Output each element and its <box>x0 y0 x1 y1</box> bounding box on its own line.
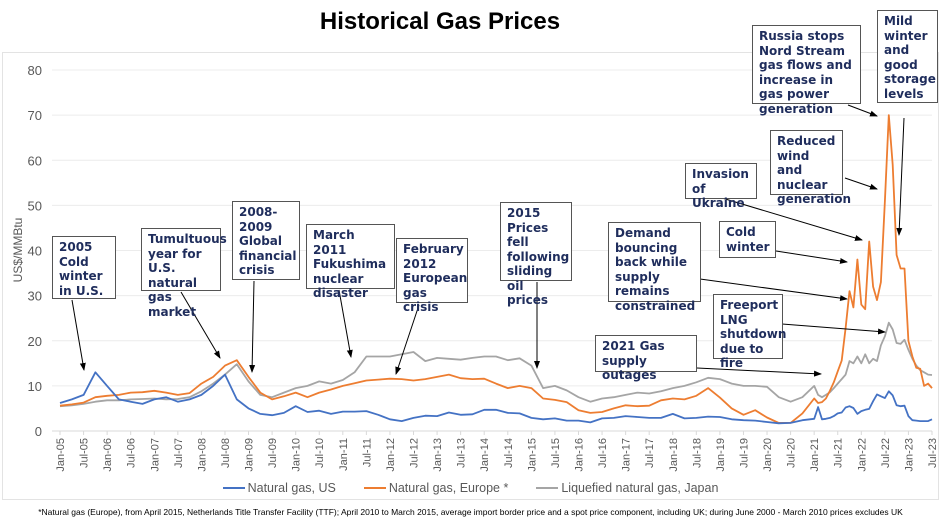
x-tick-label: Jul-10 <box>314 438 326 468</box>
annotation-arrow <box>338 289 353 358</box>
legend: Natural gas, US Natural gas, Europe * Li… <box>0 481 941 495</box>
y-axis-label: US$/MMBtu <box>11 218 25 283</box>
x-tick-label: Jan-14 <box>479 438 491 472</box>
x-tick-label: Jul-23 <box>927 438 939 468</box>
legend-item-japan[interactable]: Liquefied natural gas, Japan <box>536 481 718 495</box>
annotation-arrow <box>71 299 86 371</box>
y-tick-label: 40 <box>28 244 42 259</box>
y-tick-label: 70 <box>28 108 42 123</box>
x-tick-label: Jul-20 <box>786 438 798 468</box>
series-line-0 <box>59 371 933 425</box>
x-tick-label: Jan-13 <box>432 438 444 472</box>
x-tick-label: Jul-19 <box>738 438 750 468</box>
y-tick-label: 20 <box>28 334 42 349</box>
x-tick-label: Jul-08 <box>220 438 232 468</box>
x-tick-label: Jan-06 <box>102 438 114 472</box>
x-tick-label: Jan-21 <box>809 438 821 472</box>
x-tick-label: Jul-15 <box>550 438 562 468</box>
annotation-tumultuous-year: Tumultuous year for U.S. natural gas mar… <box>141 228 227 319</box>
x-tick-label: Jan-05 <box>55 438 67 472</box>
x-tick-label: Jul-14 <box>503 438 515 468</box>
annotation-reduced-wind-nuclear: Reduced wind and nuclear generation <box>770 130 851 206</box>
x-tick-label: Jan-18 <box>668 438 680 472</box>
footnote: *Natural gas (Europe), from April 2015, … <box>38 507 903 517</box>
x-tick-label: Jan-07 <box>149 438 161 472</box>
legend-swatch <box>363 487 386 489</box>
legend-label: Liquefied natural gas, Japan <box>561 481 719 495</box>
annotation-freeport-lng: Freeport LNG shutdown due to fire <box>713 294 786 370</box>
y-tick-label: 50 <box>28 198 42 213</box>
x-tick-label: Jul-12 <box>409 438 421 468</box>
y-tick-label: 80 <box>28 63 42 78</box>
chart-area <box>2 52 939 500</box>
y-tick-label: 30 <box>28 289 42 304</box>
annotation-mild-winter: Mild winter and good storage levels <box>877 10 938 103</box>
annotation-financial-crisis: 2008-2009 Global financial crisis <box>232 201 300 280</box>
annotation-invasion-of-ukraine: Invasion of Ukraine <box>685 163 757 210</box>
x-tick-label: Jul-06 <box>126 438 138 468</box>
series-line-2 <box>59 321 933 408</box>
x-tick-label: Jul-13 <box>456 438 468 468</box>
x-tick-label: Jan-16 <box>573 438 585 472</box>
series-line-1 <box>59 114 933 424</box>
x-tick-label: Jul-11 <box>361 438 373 467</box>
annotation-2015-oil-prices: 2015 Prices fell following sliding oil p… <box>500 202 572 307</box>
y-tick-label: 60 <box>28 153 42 168</box>
x-tick-label: Jan-22 <box>856 438 868 472</box>
chart-title: Historical Gas Prices <box>319 8 561 35</box>
x-tick-label: Jul-22 <box>880 438 892 468</box>
annotation-arrow <box>775 250 848 264</box>
annotation-cold-winter: Cold winter <box>719 221 776 258</box>
annotation-european-gas-crisis: February 2012 European gas crisis <box>396 238 468 314</box>
x-tick-label: Jan-17 <box>621 438 633 472</box>
annotation-2005-cold-winter: 2005 Cold winter in U.S. <box>52 236 116 299</box>
x-tick-label: Jan-11 <box>338 438 350 471</box>
x-tick-label: Jul-09 <box>267 438 279 468</box>
x-tick-label: Jan-20 <box>762 438 774 472</box>
annotation-arrow <box>721 197 863 241</box>
x-tick-label: Jul-07 <box>173 438 185 468</box>
annotation-arrow <box>781 323 886 335</box>
annotation-arrow <box>844 177 878 190</box>
annotation-arrow <box>696 367 822 377</box>
x-tick-label: Jan-23 <box>903 438 915 472</box>
y-tick-label: 0 <box>35 424 42 439</box>
x-tick-label: Jul-16 <box>597 438 609 468</box>
legend-label: Natural gas, US <box>247 481 336 495</box>
x-tick-label: Jan-15 <box>526 438 538 472</box>
y-tick-label: 10 <box>28 379 42 394</box>
x-tick-label: Jul-05 <box>79 438 91 468</box>
annotation-fukushima: March 2011 Fukushima nuclear disaster <box>306 224 395 300</box>
annotation-arrow <box>249 280 256 373</box>
x-tick-label: Jul-18 <box>691 438 703 468</box>
x-tick-label: Jul-17 <box>644 438 656 468</box>
legend-swatch <box>222 487 245 489</box>
x-tick-label: Jan-10 <box>291 438 303 472</box>
annotation-arrow <box>847 104 878 117</box>
x-tick-label: Jan-19 <box>715 438 727 472</box>
legend-swatch <box>536 487 559 489</box>
x-tick-label: Jul-21 <box>833 438 845 468</box>
x-tick-label: Jan-08 <box>196 438 208 472</box>
legend-item-europe[interactable]: Natural gas, Europe * <box>363 481 509 495</box>
annotation-2021-supply-outages: 2021 Gas supply outages <box>595 335 697 382</box>
legend-label: Natural gas, Europe * <box>388 481 509 495</box>
annotation-arrow <box>896 117 905 236</box>
annotation-nord-stream: Russia stops Nord Stream gas flows and i… <box>752 25 861 116</box>
annotation-arrow <box>180 291 221 359</box>
x-tick-label: Jan-09 <box>244 438 256 472</box>
annotation-demand-bouncing-back: Demand bouncing back while supply remain… <box>608 222 701 313</box>
x-tick-label: Jan-12 <box>385 438 397 472</box>
annotation-arrow <box>699 278 848 302</box>
annotation-arrow <box>395 304 420 375</box>
legend-item-us[interactable]: Natural gas, US <box>222 481 336 495</box>
